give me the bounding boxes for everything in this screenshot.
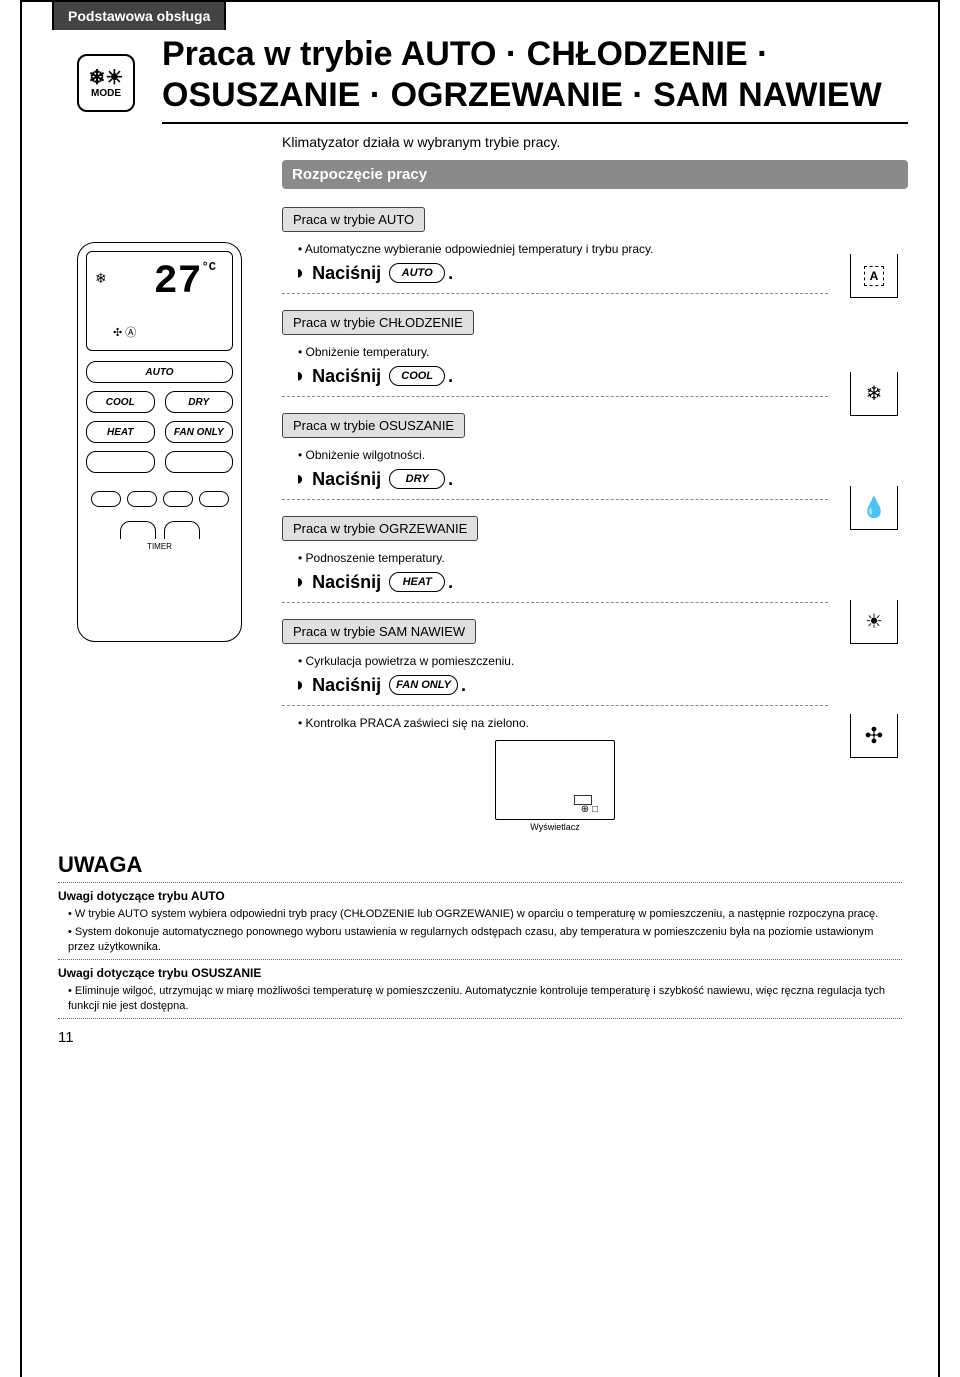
remote-heat-button[interactable]: HEAT xyxy=(86,421,155,443)
inline-auto-button[interactable]: AUTO xyxy=(389,263,445,283)
mode-title: Praca w trybie SAM NAWIEW xyxy=(282,619,476,644)
display-dry-icon: 💧 xyxy=(850,486,898,530)
note-section: UWAGA Uwagi dotyczące trybu AUTO • W try… xyxy=(58,852,902,1019)
remote-oval-button[interactable] xyxy=(199,491,229,507)
inline-dry-button[interactable]: DRY xyxy=(389,469,445,489)
dotline xyxy=(58,1018,902,1019)
remote-blank-button[interactable] xyxy=(86,451,155,473)
mode-block-dry: Praca w trybie OSUSZANIE • Obniżenie wil… xyxy=(282,405,828,491)
marker-icon: ◗ xyxy=(294,571,306,594)
remote-cool-button[interactable]: COOL xyxy=(86,391,155,413)
divider xyxy=(282,499,828,500)
remote-oval-button[interactable] xyxy=(127,491,157,507)
inline-fanonly-button[interactable]: FAN ONLY xyxy=(389,675,458,695)
led-note: • Kontrolka PRACA zaświeci się na zielon… xyxy=(298,716,828,730)
mode-title: Praca w trybie OSUSZANIE xyxy=(282,413,465,438)
note-heading: UWAGA xyxy=(58,852,902,878)
remote-small-icons: ✣ Ⓐ xyxy=(113,324,136,340)
title-rule xyxy=(162,122,908,124)
note-sub1: Uwagi dotyczące trybu AUTO xyxy=(58,889,902,903)
mode-desc: • Obniżenie temperatury. xyxy=(298,345,828,359)
mode-desc: • Cyrkulacja powietrza w pomieszczeniu. xyxy=(298,654,828,668)
mode-title: Praca w trybie AUTO xyxy=(282,207,425,232)
mode-block-heat: Praca w trybie OGRZEWANIE • Podnoszenie … xyxy=(282,508,828,594)
remote-timer: TIMER xyxy=(86,521,233,539)
mode-icon-label: MODE xyxy=(91,88,121,99)
mode-desc: • Podnoszenie temperatury. xyxy=(298,551,828,565)
mode-block-auto: Praca w trybie AUTO • Automatyczne wybie… xyxy=(282,199,828,285)
mode-icon: ❄☀ MODE xyxy=(77,54,135,112)
press-line: ◗ Naciśnij FAN ONLY. xyxy=(294,674,828,697)
note-p: • System dokonuje automatycznego ponowne… xyxy=(68,925,902,955)
divider xyxy=(282,602,828,603)
remote-dry-button[interactable]: DRY xyxy=(165,391,234,413)
divider xyxy=(282,705,828,706)
remote-screen: ❄ 27°C ✣ Ⓐ xyxy=(86,251,233,351)
divider xyxy=(282,396,828,397)
page-number: 11 xyxy=(58,1029,938,1046)
marker-icon: ◗ xyxy=(294,468,306,491)
inline-heat-button[interactable]: HEAT xyxy=(389,572,445,592)
note-sub2: Uwagi dotyczące trybu OSUSZANIE xyxy=(58,966,902,980)
timer-label: TIMER xyxy=(147,542,172,551)
mode-desc: • Obniżenie wilgotności. xyxy=(298,448,828,462)
remote-oval-button[interactable] xyxy=(91,491,121,507)
press-line: ◗ Naciśnij HEAT. xyxy=(294,571,828,594)
page-title: Praca w trybie AUTO · CHŁODZENIE · OSUSZ… xyxy=(162,34,908,116)
press-line: ◗ Naciśnij COOL. xyxy=(294,365,828,388)
marker-icon: ◗ xyxy=(294,365,306,388)
press-line: ◗ Naciśnij DRY. xyxy=(294,468,828,491)
marker-icon: ◗ xyxy=(294,674,306,697)
press-line: ◗ Naciśnij AUTO. xyxy=(294,262,828,285)
dotline xyxy=(58,959,902,960)
indoor-unit-diagram xyxy=(495,740,615,820)
snowflake-icon: ❄ xyxy=(95,270,107,287)
remote-oval-button[interactable] xyxy=(163,491,193,507)
inline-cool-button[interactable]: COOL xyxy=(389,366,445,386)
header-tab: Podstawowa obsługa xyxy=(52,0,226,30)
note-p: • W trybie AUTO system wybiera odpowiedn… xyxy=(68,907,902,922)
remote-temp: 27°C xyxy=(154,260,216,305)
remote-auto-button[interactable]: AUTO xyxy=(86,361,233,383)
display-auto-icon: A xyxy=(850,254,898,298)
mode-block-fan: Praca w trybie SAM NAWIEW • Cyrkulacja p… xyxy=(282,611,828,697)
remote-oval-row xyxy=(86,491,233,507)
marker-icon: ◗ xyxy=(294,262,306,285)
section-header: Rozpoczęcie pracy xyxy=(282,160,908,189)
note-p: • Eliminuje wilgoć, utrzymując w miarę m… xyxy=(68,984,902,1014)
mode-block-cool: Praca w trybie CHŁODZENIE • Obniżenie te… xyxy=(282,302,828,388)
mode-title: Praca w trybie CHŁODZENIE xyxy=(282,310,474,335)
mode-blocks: Praca w trybie AUTO • Automatyczne wybie… xyxy=(282,199,828,832)
display-label: Wyświetlacz xyxy=(282,822,828,832)
intro-text: Klimatyzator działa w wybranym trybie pr… xyxy=(282,134,908,150)
page-frame: Podstawowa obsługa ❄☀ MODE Praca w trybi… xyxy=(20,0,940,1377)
timer-knob[interactable] xyxy=(164,521,200,539)
display-heat-icon: ☀ xyxy=(850,600,898,644)
mode-desc: • Automatyczne wybieranie odpowiedniej t… xyxy=(298,242,828,256)
remote-blank-button[interactable] xyxy=(165,451,234,473)
timer-knob[interactable] xyxy=(120,521,156,539)
display-fan-icon: ✣ xyxy=(850,714,898,758)
remote-button-grid: AUTO COOL DRY HEAT FAN ONLY xyxy=(86,361,233,473)
dotline xyxy=(58,882,902,883)
mode-title: Praca w trybie OGRZEWANIE xyxy=(282,516,478,541)
mode-icon-glyphs: ❄☀ xyxy=(89,68,124,88)
divider xyxy=(282,293,828,294)
remote-control: ❄ 27°C ✣ Ⓐ AUTO COOL DRY HEAT FAN ONLY T… xyxy=(77,242,242,642)
display-cool-icon: ❄ xyxy=(850,372,898,416)
remote-fanonly-button[interactable]: FAN ONLY xyxy=(165,421,234,443)
